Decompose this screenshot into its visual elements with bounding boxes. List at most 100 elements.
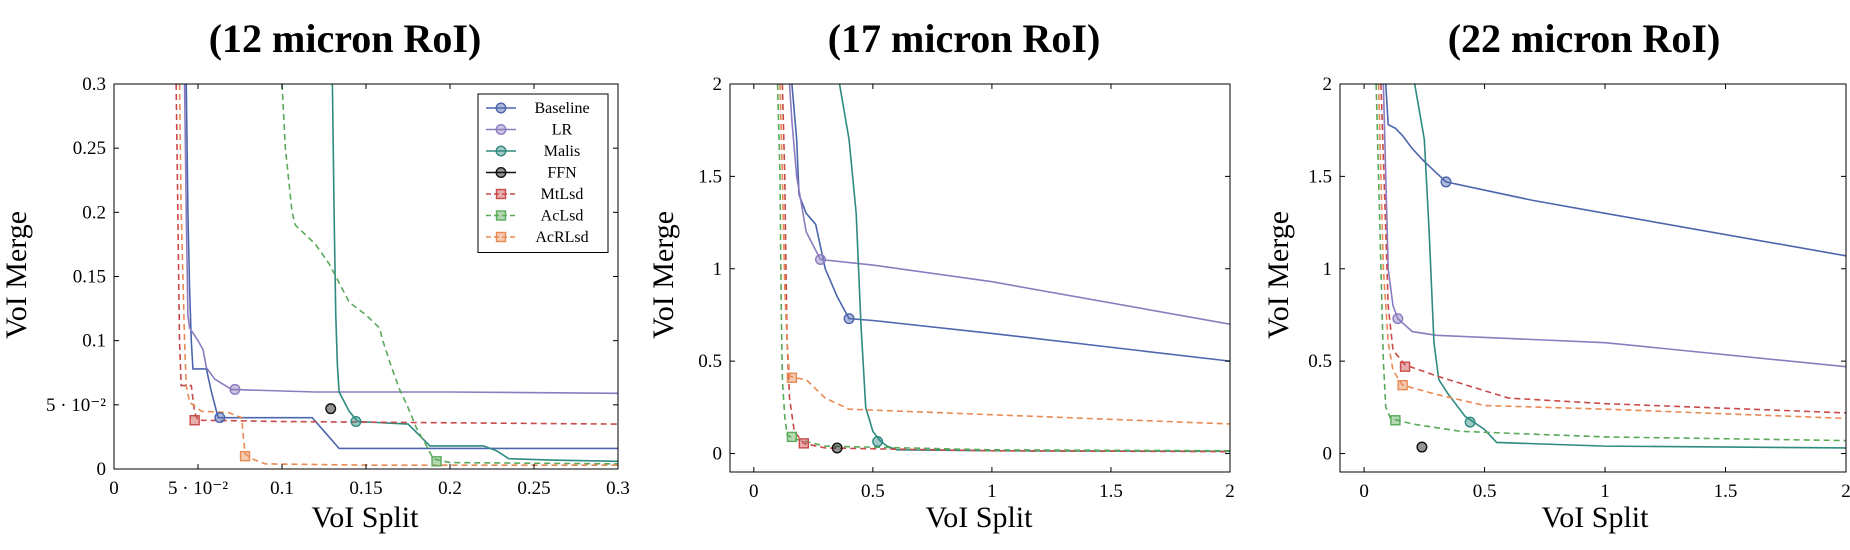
series-marker-aclsd: [431, 456, 442, 467]
y-tick-label: 1: [713, 259, 723, 280]
legend-marker-malis: [495, 145, 507, 157]
y-axis-label: VoI Merge: [647, 211, 680, 339]
series-line-baseline: [185, 84, 618, 450]
series-line-malis: [838, 84, 1230, 453]
y-tick-label: 1: [1323, 259, 1333, 280]
series-line-baseline: [1384, 84, 1846, 257]
axis-frame: [729, 83, 1231, 473]
y-tick-label: 1.5: [698, 166, 722, 187]
x-axis-label: VoI Split: [1542, 501, 1650, 534]
series-marker-baseline: [843, 313, 855, 325]
y-tick-label: 0.1: [82, 331, 106, 352]
y-tick-label: 0.15: [73, 267, 106, 288]
legend-label-aclsd: AcLsd: [541, 208, 584, 225]
series-marker-lr: [229, 383, 241, 395]
y-tick-label: 0.5: [1308, 351, 1332, 372]
series-marker-baseline: [214, 412, 226, 424]
series-marker-mtlsd: [189, 415, 200, 426]
series-line-aclsd: [776, 84, 1230, 452]
x-tick-label: 2: [1225, 481, 1235, 502]
series-marker-ffn: [1416, 441, 1428, 453]
y-tick-label: 2: [713, 74, 723, 95]
axis-frame: [1339, 83, 1847, 473]
legend-marker-lr: [495, 123, 507, 135]
x-tick-label: 0.2: [438, 478, 462, 499]
series-line-lr: [183, 84, 618, 395]
series-line-malis: [1413, 84, 1846, 449]
series-line-mtlsd: [175, 84, 618, 425]
x-tick-label: 0.5: [861, 481, 885, 502]
y-tick-label: 0: [1323, 444, 1333, 465]
series-marker-lr: [814, 254, 826, 266]
x-tick-label: 0.3: [606, 478, 630, 499]
x-tick-label: 0.5: [1473, 481, 1497, 502]
legend-label-mtlsd: MtLsd: [541, 186, 584, 203]
legend-label-ffn: FFN: [547, 165, 577, 182]
chart-12-micron: (12 micron RoI) VoI Split VoI Merge 0 5 ·…: [0, 16, 630, 534]
series-line-baseline: [791, 84, 1230, 362]
y-axis-label: VoI Merge: [1262, 211, 1295, 339]
y-tick-label: 0.3: [82, 74, 106, 95]
legend-marker-ffn: [495, 166, 507, 178]
series-marker-aclsd: [1390, 415, 1401, 426]
series-marker-ffn: [831, 442, 843, 454]
series-marker-malis: [872, 436, 884, 448]
series-marker-lr: [1392, 313, 1404, 325]
x-tick-label: 1: [987, 481, 997, 502]
plot-area: 0 5 · 10⁻² 0.1 0.15 0.2 0.25 0.3 0 5 · 10⁻² 0.1 0.…: [46, 74, 630, 499]
series-line-lr: [1382, 84, 1846, 368]
legend-label-acrlsd: AcRLsd: [535, 229, 588, 246]
legend-marker-mtlsd: [495, 188, 507, 200]
legend-label-lr: LR: [552, 122, 573, 139]
x-tick-label: 5 · 10⁻²: [168, 478, 228, 499]
chart-title: (22 micron RoI): [1448, 16, 1721, 61]
series-line-aclsd: [1375, 84, 1846, 442]
series-markers: [189, 383, 442, 467]
series-lines: [175, 84, 618, 466]
series-lines: [1375, 84, 1846, 449]
series-marker-acrlsd: [1397, 379, 1408, 391]
legend-marker-baseline: [495, 102, 507, 114]
y-tick-label: 0.5: [698, 351, 722, 372]
legend-marker-aclsd: [495, 210, 507, 221]
series-marker-mtlsd: [798, 438, 810, 449]
series-markers: [786, 254, 884, 454]
series-markers: [1390, 176, 1476, 453]
y-tick-label: 0: [713, 444, 723, 465]
chart-title: (17 micron RoI): [828, 16, 1101, 61]
series-line-mtlsd: [1380, 84, 1846, 414]
x-tick-label: 0: [109, 478, 119, 499]
x-tick-label: 2: [1841, 481, 1850, 502]
legend-marker-acrlsd: [495, 231, 507, 243]
y-axis-label: VoI Merge: [0, 211, 33, 339]
series-line-lr: [788, 84, 1230, 325]
x-axis-label: VoI Split: [926, 501, 1034, 534]
plot-area: 0 0.5 1 1.5 2 0 0.5 1 1.5 2: [1308, 74, 1850, 502]
y-tick-label: 0.2: [82, 202, 106, 223]
series-marker-ffn: [325, 403, 337, 415]
series-marker-mtlsd: [1399, 361, 1411, 372]
series-lines: [776, 84, 1230, 453]
plot-area: 0 0.5 1 1.5 2 0 0.5 1 1.5 2: [698, 74, 1235, 502]
x-tick-label: 1.5: [1714, 481, 1738, 502]
chart-17-micron: (17 micron RoI) VoI Split VoI Merge 0 0.5…: [647, 16, 1235, 534]
x-tick-label: 0.1: [270, 478, 294, 499]
chart-22-micron: (22 micron RoI) VoI Split VoI Merge 0 0.5…: [1262, 16, 1850, 534]
series-line-acrlsd: [1377, 84, 1846, 420]
series-marker-malis: [350, 416, 362, 428]
series-line-aclsd: [281, 84, 618, 465]
series-marker-aclsd: [786, 431, 798, 443]
series-marker-acrlsd: [786, 372, 798, 383]
x-tick-label: 0: [1359, 481, 1369, 502]
series-marker-baseline: [1440, 176, 1452, 188]
y-tick-label: 2: [1323, 74, 1333, 95]
legend-label-baseline: Baseline: [534, 100, 589, 117]
series-line-malis: [331, 84, 618, 463]
y-tick-label: 0: [97, 459, 107, 480]
x-tick-label: 0.15: [349, 478, 382, 499]
series-marker-malis: [1464, 416, 1476, 428]
y-tick-label: 1.5: [1308, 166, 1332, 187]
series-marker-acrlsd: [239, 450, 251, 462]
legend-label-malis: Malis: [544, 143, 580, 160]
x-tick-label: 0.25: [517, 478, 550, 499]
